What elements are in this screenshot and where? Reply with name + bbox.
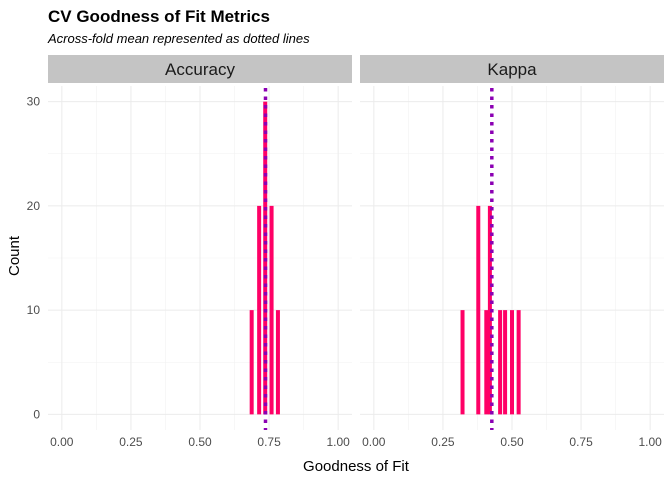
x-axis-ticks: 0.00 0.25 0.50 0.75 1.00 0.00 0.25 0.50 0.75 1.00 (50, 435, 662, 449)
y-axis-title: Count (6, 235, 23, 276)
histogram-bar (510, 310, 514, 415)
x-tick-label: 0.25 (119, 435, 143, 449)
facet-strip (360, 55, 664, 83)
x-tick-label: 0.25 (431, 435, 455, 449)
facet-strip (48, 55, 352, 83)
panel-kappa: Kappa (360, 55, 664, 430)
facet-label: Accuracy (165, 60, 235, 79)
y-tick-label: 20 (27, 199, 41, 213)
x-tick-label: 0.50 (500, 435, 524, 449)
chart-title: CV Goodness of Fit Metrics (48, 7, 270, 26)
histogram-bar (498, 310, 503, 415)
x-tick-label: 1.00 (639, 435, 663, 449)
y-axis-ticks: 0 10 20 30 (27, 95, 41, 422)
y-tick-label: 30 (27, 95, 41, 109)
x-tick-label: 0.00 (362, 435, 386, 449)
x-tick-label: 0.00 (50, 435, 74, 449)
x-tick-label: 0.75 (569, 435, 593, 449)
gridlines (48, 86, 352, 430)
facet-panels: Accuracy Kappa (48, 55, 664, 430)
x-tick-label: 0.50 (188, 435, 212, 449)
y-tick-label: 0 (33, 407, 40, 421)
histogram-bar (460, 310, 465, 415)
x-tick-label: 1.00 (327, 435, 351, 449)
y-tick-label: 10 (27, 303, 41, 317)
histogram-bar (503, 310, 508, 415)
histogram-bar (275, 310, 280, 415)
histogram-bar (257, 205, 262, 415)
histogram-bar (487, 205, 492, 415)
x-tick-label: 0.75 (257, 435, 281, 449)
facet-label: Kappa (487, 60, 537, 79)
histogram-bar (476, 205, 481, 415)
x-axis-title: Goodness of Fit (303, 458, 410, 475)
histogram-bar (269, 205, 274, 415)
histogram-bar (484, 310, 489, 415)
histogram-bar (249, 310, 254, 415)
chart-subtitle: Across-fold mean represented as dotted l… (47, 31, 310, 46)
panel-accuracy: Accuracy (48, 55, 352, 430)
gridlines (360, 86, 664, 430)
histogram-bar (516, 310, 521, 415)
histogram-bars (460, 205, 521, 415)
